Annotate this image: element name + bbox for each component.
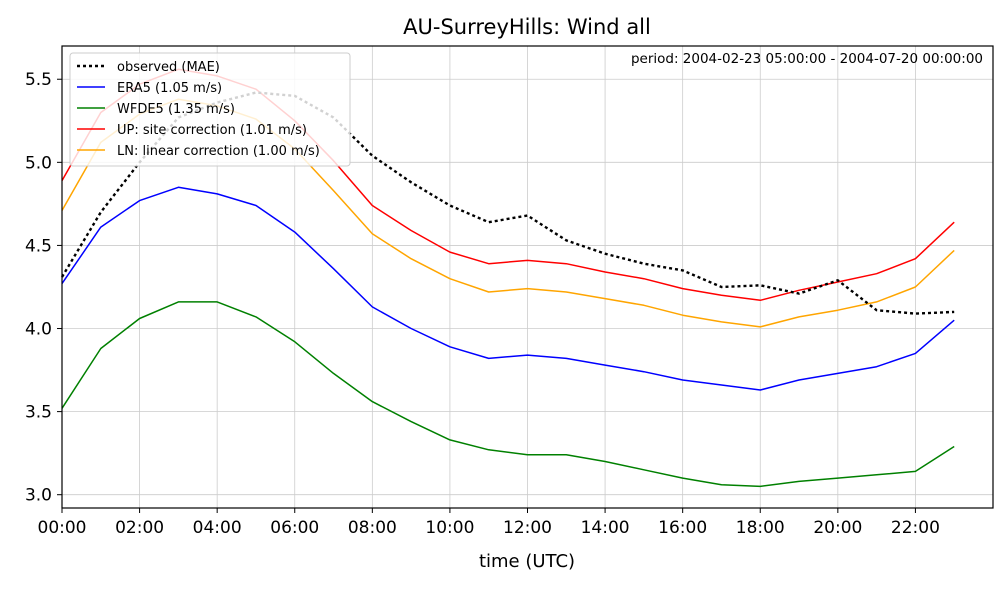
series-line-0 bbox=[60, 91, 955, 315]
y-tick-label: 5.0 bbox=[25, 153, 52, 173]
axis-ticks: 00:00 02:00 04:00 06:00 08:00 10:00 12:00 14:00… bbox=[25, 70, 940, 538]
legend-label: observed (MAE) bbox=[117, 60, 220, 75]
x-tick-label: 16:00 bbox=[658, 518, 707, 538]
y-tick-label: 4.5 bbox=[25, 236, 52, 256]
y-tick-label: 3.5 bbox=[25, 403, 52, 423]
y-tick-label: 3.0 bbox=[25, 486, 52, 506]
legend-label: WFDE5 (1.35 m/s) bbox=[117, 102, 235, 117]
legend: observed (MAE) ERA5 (1.05 m/s) WFDE5 (1.35… bbox=[69, 52, 351, 167]
x-tick-label: 06:00 bbox=[270, 518, 319, 538]
x-tick-label: 08:00 bbox=[348, 518, 397, 538]
chart-title: AU-SurreyHills: Wind all bbox=[403, 15, 651, 39]
period-annotation: period: 2004-02-23 05:00:00 - 2004-07-20… bbox=[631, 51, 983, 67]
x-tick-label: 14:00 bbox=[581, 518, 630, 538]
x-tick-label: 22:00 bbox=[891, 518, 940, 538]
legend-label: UP: site correction (1.01 m/s) bbox=[117, 123, 307, 138]
x-tick-label: 04:00 bbox=[193, 518, 242, 538]
x-tick-label: 02:00 bbox=[115, 518, 164, 538]
legend-box bbox=[69, 52, 351, 167]
x-tick-label: 12:00 bbox=[503, 518, 552, 538]
legend-label: ERA5 (1.05 m/s) bbox=[117, 81, 222, 96]
x-tick-label: 20:00 bbox=[813, 518, 862, 538]
legend-label: LN: linear correction (1.00 m/s) bbox=[117, 144, 320, 159]
y-tick-label: 4.0 bbox=[25, 320, 52, 340]
series-line-2 bbox=[61, 301, 955, 488]
x-tick-label: 00:00 bbox=[38, 518, 87, 538]
x-axis-label: time (UTC) bbox=[479, 551, 575, 572]
series-line-1 bbox=[61, 186, 955, 391]
x-tick-label: 18:00 bbox=[736, 518, 785, 538]
x-tick-label: 10:00 bbox=[425, 518, 474, 538]
y-tick-label: 5.5 bbox=[25, 70, 52, 90]
